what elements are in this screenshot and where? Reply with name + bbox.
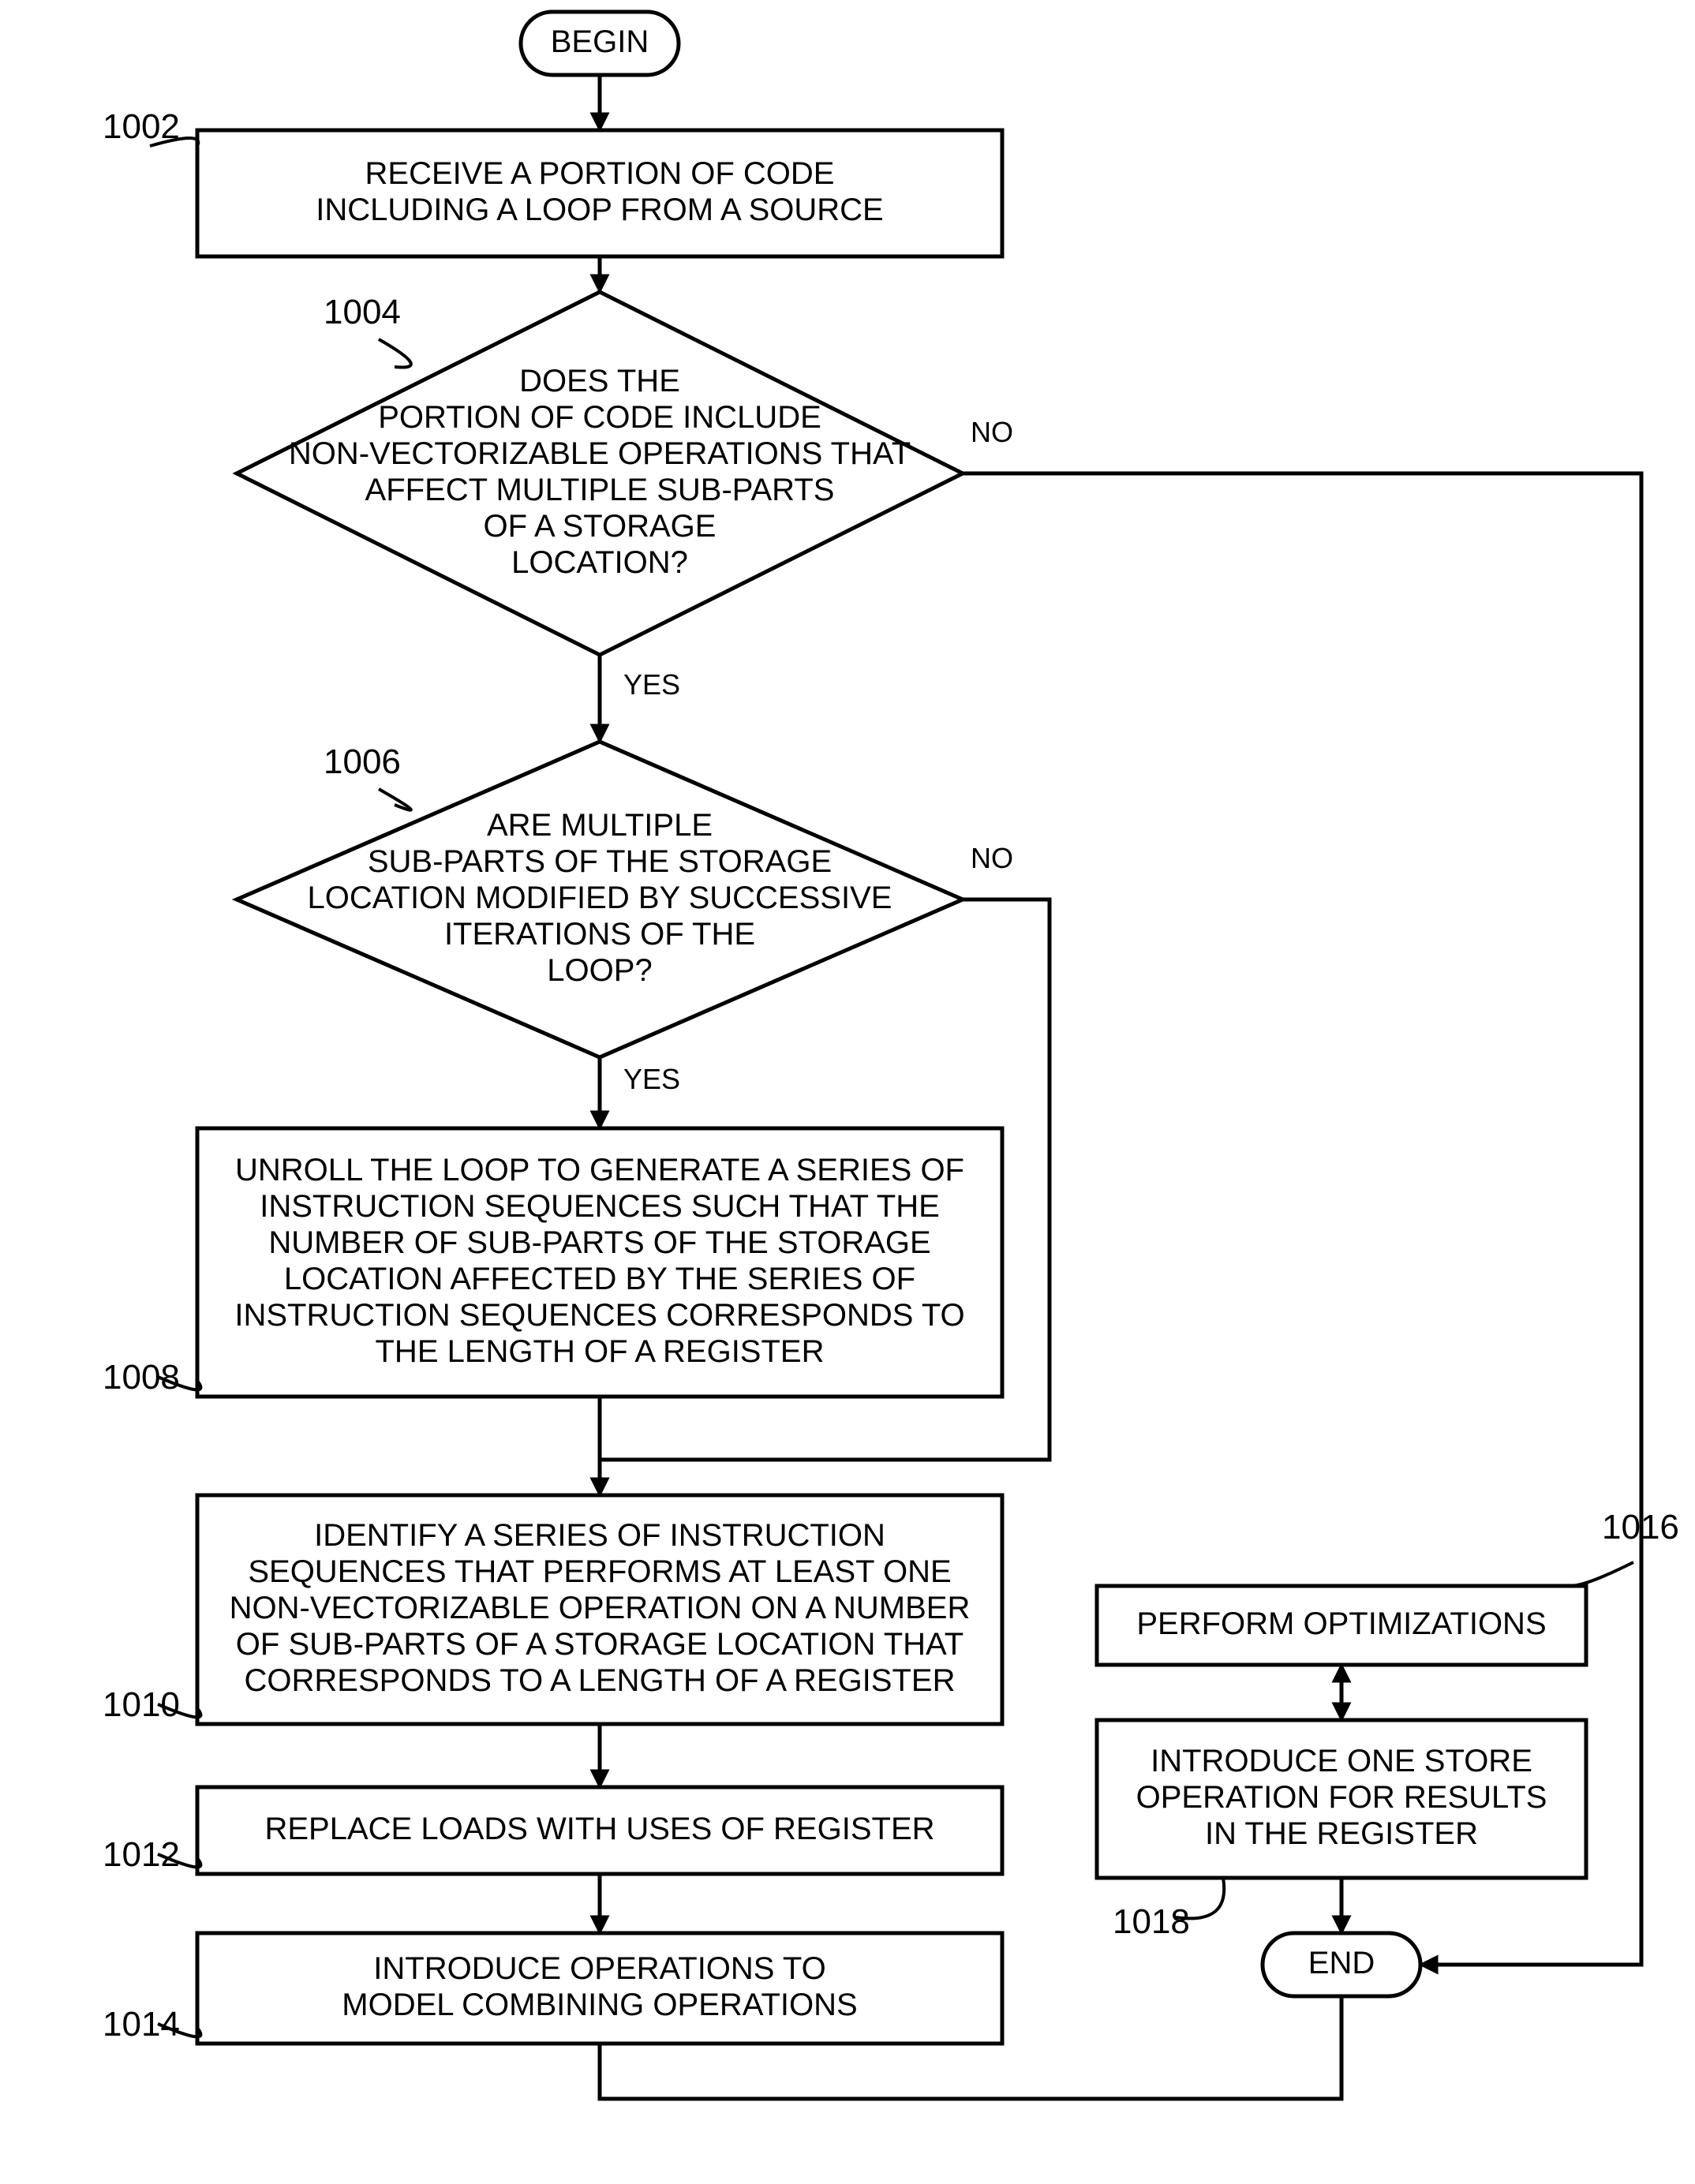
ref-tick [379,339,411,368]
svg-text:REPLACE LOADS WITH USES OF REG: REPLACE LOADS WITH USES OF REGISTER [264,1812,934,1846]
ref-label: 1016 [1602,1508,1679,1546]
ref-tick [379,789,411,810]
node-n1012: REPLACE LOADS WITH USES OF REGISTER 1012 [103,1787,1002,1874]
node-end: END [1263,1933,1420,1996]
ref-tick [1570,1562,1633,1586]
node-d1006: ARE MULTIPLESUB-PARTS OF THE STORAGELOCA… [237,742,963,1057]
edge-label: YES [623,668,680,701]
edge-label: NO [971,416,1013,448]
node-d1004: DOES THEPORTION OF CODE INCLUDENON-VECTO… [237,292,963,655]
ref-label: 1010 [103,1685,180,1724]
node-n1010: IDENTIFY A SERIES OF INSTRUCTIONSEQUENCE… [103,1495,1002,1724]
ref-label: 1018 [1113,1902,1190,1941]
ref-label: 1002 [103,107,180,146]
node-n1014: INTRODUCE OPERATIONS TOMODEL COMBINING O… [103,1933,1002,2044]
ref-label: 1008 [103,1358,180,1397]
node-begin: BEGIN [521,12,679,75]
svg-text:END: END [1308,1946,1375,1980]
svg-text:IDENTIFY A SERIES OF INSTRUCTI: IDENTIFY A SERIES OF INSTRUCTIONSEQUENCE… [230,1518,971,1698]
edge-label: NO [971,842,1013,874]
node-n1002: RECEIVE A PORTION OF CODEINCLUDING A LOO… [103,107,1002,256]
flowchart: YES YES NO NO BEGIN RECEIVE A PORTION OF CODE… [0,0,1695,2184]
node-n1016: PERFORM OPTIMIZATIONS 1016 [1097,1508,1679,1665]
svg-text:BEGIN: BEGIN [551,24,649,59]
ref-label: 1004 [324,293,401,331]
ref-label: 1006 [324,742,401,781]
svg-text:PERFORM OPTIMIZATIONS: PERFORM OPTIMIZATIONS [1136,1606,1546,1641]
edge-label: YES [623,1063,680,1095]
node-n1008: UNROLL THE LOOP TO GENERATE A SERIES OFI… [103,1128,1002,1397]
ref-label: 1014 [103,2005,180,2044]
ref-label: 1012 [103,1835,180,1874]
